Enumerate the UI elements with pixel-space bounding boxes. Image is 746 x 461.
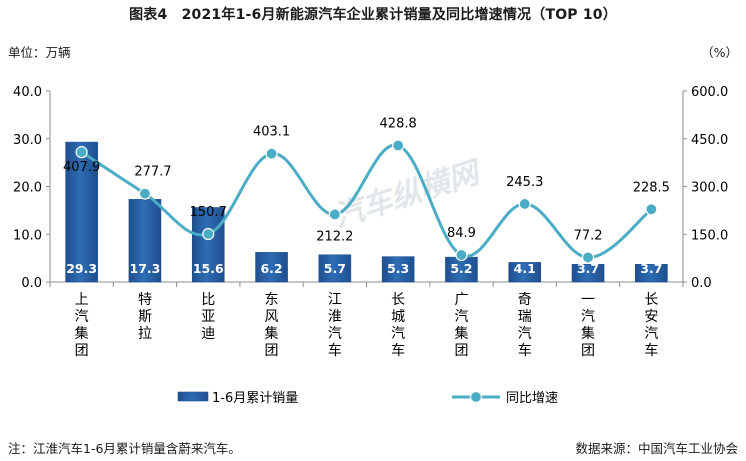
left-axis-unit: 单位：万辆: [8, 45, 71, 60]
bar-value-label: 17.3: [130, 261, 161, 276]
growth-value-label: 212.2: [316, 229, 353, 244]
growth-point: [392, 139, 405, 152]
y-tick-label-right: 150.0: [691, 228, 728, 243]
bar-value-label: 5.7: [324, 261, 346, 276]
y-tick-label-right: 450.0: [691, 133, 728, 148]
bar: [65, 141, 98, 283]
x-tick-label: 特斯拉: [138, 292, 152, 342]
growth-point: [75, 146, 88, 159]
growth-point: [645, 203, 658, 216]
chart-title: 图表4 2021年1-6月新能源汽车企业累计销量及同比增速情况（TOP 10）: [129, 7, 617, 23]
data-source: 数据来源：中国汽车工业协会: [575, 441, 738, 456]
y-tick-label-left: 30.0: [13, 133, 42, 148]
x-tick-label: 东风集团: [265, 292, 279, 359]
growth-line: [80, 143, 653, 259]
x-tick-label: 比亚迪: [201, 292, 215, 342]
growth-value-label: 228.5: [633, 180, 670, 195]
bar-value-label: 3.7: [640, 261, 662, 276]
bar: [445, 256, 478, 283]
x-tick-label: 广汽集团: [454, 292, 468, 359]
bar-value-label: 6.2: [260, 261, 282, 276]
growth-value-label: 84.9: [447, 226, 476, 241]
x-tick-label: 长城汽车: [391, 292, 405, 359]
growth-value-label: 428.8: [380, 116, 417, 131]
x-tick-label: 上汽集团: [75, 292, 89, 359]
bar: [318, 254, 352, 283]
growth-value-label: 150.7: [190, 205, 227, 220]
x-tick-label: 奇瑞汽车: [518, 291, 532, 359]
legend-bar-swatch: [177, 391, 209, 402]
bar: [508, 262, 542, 283]
y-tick-label-left: 20.0: [13, 181, 42, 196]
bar: [255, 252, 288, 283]
growth-point: [455, 248, 468, 262]
growth-point: [328, 208, 341, 221]
legend-bar-label: 1-6月累计销量: [212, 391, 298, 406]
bar-value-label: 4.1: [514, 261, 536, 276]
growth-point: [265, 147, 278, 160]
bar-value-label: 15.6: [193, 261, 224, 276]
bar-value-label: 3.7: [577, 261, 599, 276]
y-tick-label-right: 300.0: [691, 181, 728, 196]
bar: [635, 264, 668, 283]
bar: [571, 264, 605, 283]
growth-value-label: 77.2: [574, 228, 603, 243]
growth-point: [518, 197, 531, 211]
growth-point: [138, 187, 152, 200]
y-tick-label-left: 40.0: [13, 85, 42, 100]
growth-value-label: 407.9: [63, 160, 100, 175]
growth-value-label: 403.1: [253, 125, 290, 140]
bar-value-label: 5.2: [450, 261, 472, 276]
growth-value-label: 245.3: [506, 175, 543, 190]
growth-value-label: 277.7: [134, 165, 171, 180]
bar-value-label: 29.3: [66, 261, 97, 276]
x-tick-label: 长安汽车: [644, 292, 658, 359]
x-tick-label: 一汽集团: [581, 292, 595, 359]
growth-point: [581, 251, 595, 264]
y-tick-label-left: 0.0: [21, 276, 42, 291]
bar-value-label: 5.3: [387, 261, 409, 276]
x-tick-label: 江淮汽车: [328, 292, 342, 359]
legend-line-label: 同比增速: [506, 391, 558, 406]
footnote: 注：江淮汽车1-6月累计销量含蔚来汽车。: [8, 441, 241, 456]
bar: [191, 207, 225, 283]
bar: [381, 256, 415, 283]
legend-line-marker: [469, 390, 483, 404]
bar: [128, 199, 162, 283]
growth-point: [202, 227, 215, 241]
y-tick-label-left: 10.0: [13, 228, 42, 243]
right-axis-unit: （%）: [701, 45, 738, 60]
y-tick-label-right: 600.0: [691, 85, 728, 100]
y-tick-label-right: 0.0: [691, 276, 712, 291]
